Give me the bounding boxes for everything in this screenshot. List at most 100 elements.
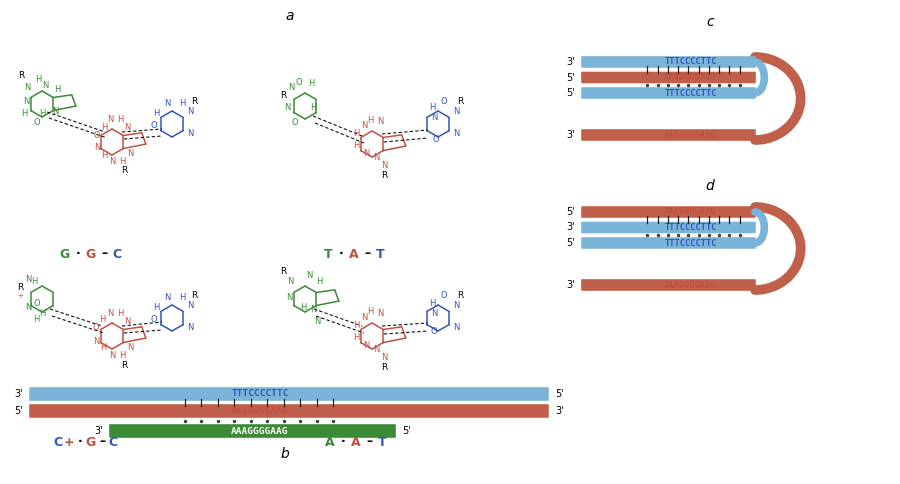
Text: R: R bbox=[457, 97, 464, 106]
Text: R: R bbox=[17, 283, 23, 291]
Text: AAAGGGGAAG: AAAGGGGAAG bbox=[664, 281, 716, 289]
Text: c: c bbox=[706, 15, 714, 29]
Text: 5': 5' bbox=[555, 389, 563, 399]
Text: AAAGGGGAAG: AAAGGGGAAG bbox=[664, 208, 716, 216]
FancyBboxPatch shape bbox=[581, 206, 756, 218]
FancyBboxPatch shape bbox=[581, 56, 756, 68]
Text: H: H bbox=[310, 104, 316, 112]
Text: ·: · bbox=[76, 247, 80, 260]
Text: d: d bbox=[706, 179, 715, 193]
Text: 3': 3' bbox=[566, 130, 575, 140]
Text: N: N bbox=[306, 271, 312, 279]
FancyBboxPatch shape bbox=[29, 404, 549, 418]
Text: N: N bbox=[127, 150, 133, 158]
Text: T: T bbox=[375, 247, 384, 260]
Text: O: O bbox=[441, 291, 447, 301]
Text: N: N bbox=[124, 123, 130, 133]
Text: N: N bbox=[381, 162, 387, 170]
Text: G: G bbox=[86, 436, 96, 449]
Text: 3': 3' bbox=[94, 426, 103, 436]
Text: N: N bbox=[164, 100, 170, 108]
Text: O: O bbox=[33, 299, 40, 307]
Text: R: R bbox=[121, 166, 127, 175]
Text: 5': 5' bbox=[566, 88, 575, 98]
Text: N: N bbox=[187, 130, 194, 138]
Text: –: – bbox=[364, 247, 370, 260]
Text: N: N bbox=[288, 84, 294, 92]
Text: A: A bbox=[351, 436, 361, 449]
Text: R: R bbox=[381, 171, 387, 181]
Text: H: H bbox=[353, 130, 359, 138]
Text: H: H bbox=[54, 85, 60, 93]
FancyBboxPatch shape bbox=[581, 222, 756, 233]
Text: N: N bbox=[109, 156, 115, 166]
Text: R: R bbox=[280, 91, 286, 101]
Text: H: H bbox=[367, 307, 374, 317]
Text: AAAGGGGAAG: AAAGGGGAAG bbox=[231, 426, 289, 436]
Text: AAAGGGGAAG: AAAGGGGAAG bbox=[231, 407, 289, 415]
Text: C: C bbox=[112, 247, 122, 260]
Text: H: H bbox=[31, 276, 37, 286]
Text: 3': 3' bbox=[566, 223, 575, 232]
Text: TTTCCCCTTC: TTTCCCCTTC bbox=[664, 89, 716, 97]
Text: H: H bbox=[101, 151, 107, 160]
Text: N: N bbox=[373, 153, 379, 163]
Text: C: C bbox=[108, 436, 118, 449]
Text: 5': 5' bbox=[566, 207, 575, 217]
Text: N: N bbox=[107, 116, 113, 124]
Text: H: H bbox=[316, 276, 322, 286]
Text: T: T bbox=[324, 247, 332, 260]
Text: H: H bbox=[300, 302, 306, 312]
Text: N: N bbox=[373, 346, 379, 354]
Text: N: N bbox=[310, 304, 316, 314]
FancyBboxPatch shape bbox=[581, 129, 756, 141]
FancyBboxPatch shape bbox=[581, 279, 756, 291]
Text: TTTCCCCTTC: TTTCCCCTTC bbox=[664, 223, 716, 232]
Text: H: H bbox=[32, 315, 40, 323]
Text: –: – bbox=[366, 436, 372, 449]
Text: N: N bbox=[453, 323, 459, 333]
Text: H: H bbox=[35, 75, 41, 84]
Text: H: H bbox=[39, 109, 45, 119]
Text: A: A bbox=[349, 247, 359, 260]
Text: N: N bbox=[187, 302, 194, 311]
Text: b: b bbox=[281, 447, 290, 461]
Text: N: N bbox=[93, 336, 99, 346]
FancyBboxPatch shape bbox=[109, 424, 396, 438]
Text: R: R bbox=[280, 267, 286, 275]
Text: 3': 3' bbox=[566, 280, 575, 290]
Text: N: N bbox=[431, 309, 437, 318]
FancyBboxPatch shape bbox=[581, 237, 756, 249]
Text: H: H bbox=[428, 104, 436, 112]
Text: N: N bbox=[431, 114, 437, 122]
Text: ·: · bbox=[338, 247, 344, 260]
Text: C: C bbox=[53, 436, 63, 449]
Text: 5': 5' bbox=[402, 426, 410, 436]
Text: N: N bbox=[22, 97, 29, 106]
Text: 5': 5' bbox=[14, 406, 23, 416]
Text: O: O bbox=[33, 118, 40, 126]
Text: O: O bbox=[94, 131, 100, 139]
Text: N: N bbox=[94, 143, 100, 152]
FancyBboxPatch shape bbox=[29, 387, 549, 401]
Text: R: R bbox=[381, 363, 387, 373]
Text: H: H bbox=[179, 293, 185, 302]
Text: R: R bbox=[457, 291, 464, 301]
Text: N: N bbox=[107, 309, 113, 318]
Text: N: N bbox=[287, 276, 293, 286]
Text: R: R bbox=[191, 291, 197, 301]
Text: O: O bbox=[433, 136, 439, 145]
Text: N: N bbox=[453, 107, 459, 117]
Text: ·: · bbox=[77, 436, 83, 449]
Text: N: N bbox=[363, 342, 369, 350]
Text: N: N bbox=[361, 121, 367, 131]
Text: N: N bbox=[453, 302, 459, 311]
Text: N: N bbox=[363, 150, 369, 158]
Text: 3': 3' bbox=[14, 389, 23, 399]
Text: N: N bbox=[361, 314, 367, 322]
Text: H: H bbox=[353, 321, 359, 331]
Text: O: O bbox=[150, 316, 158, 324]
Text: 5': 5' bbox=[566, 73, 575, 82]
Text: +: + bbox=[64, 436, 75, 449]
Text: –: – bbox=[101, 247, 107, 260]
